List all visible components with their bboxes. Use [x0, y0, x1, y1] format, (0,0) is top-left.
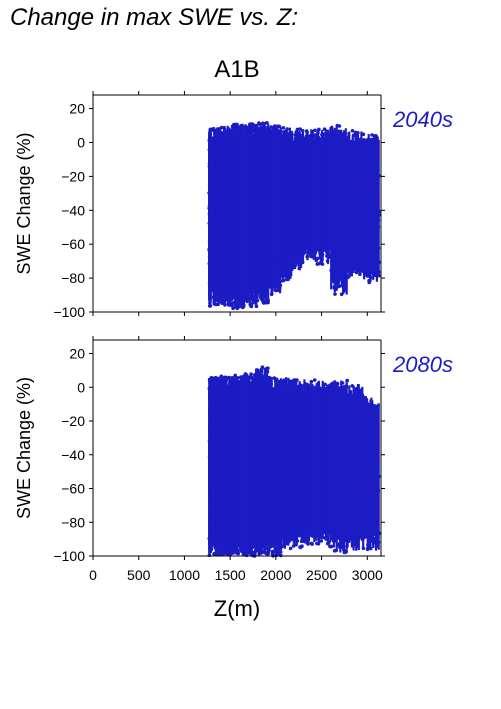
data-point — [254, 304, 259, 309]
data-point — [288, 546, 293, 551]
data-point — [281, 126, 286, 130]
data-point — [337, 129, 341, 134]
data-point — [234, 550, 239, 555]
data-point — [350, 129, 355, 133]
y-tick-label: −20 — [61, 168, 85, 184]
y-tick-label: −40 — [61, 202, 85, 218]
scatter-points — [207, 121, 381, 311]
data-point — [298, 127, 302, 131]
data-point — [231, 306, 235, 311]
data-point — [313, 128, 317, 133]
data-point — [216, 302, 220, 307]
data-point — [295, 127, 300, 132]
period-label: 2040s — [392, 107, 453, 132]
data-point — [320, 262, 325, 266]
data-point — [258, 122, 262, 127]
page-title: Change in max SWE vs. Z: — [10, 4, 299, 31]
data-point — [270, 552, 275, 556]
y-tick-label: −100 — [53, 304, 85, 320]
y-axis-title: SWE Change (%) — [14, 132, 34, 274]
data-point — [249, 372, 253, 377]
panel-2080s: 200−20−40−60−80−1000 500 1000 1500 2000 2500 3… — [14, 336, 453, 621]
y-tick-label: −80 — [61, 270, 85, 286]
data-point — [236, 303, 240, 308]
y-tick-label: 20 — [69, 101, 85, 117]
y-tick-label: −60 — [61, 236, 85, 252]
data-point — [337, 124, 342, 128]
scenario-title: A1B — [214, 56, 260, 83]
data-point — [267, 285, 272, 289]
data-point — [277, 124, 282, 129]
data-point — [261, 121, 265, 126]
scatter-points — [207, 365, 381, 558]
data-point — [219, 125, 224, 130]
y-tick-label: 0 — [77, 134, 85, 150]
data-point — [285, 127, 289, 131]
data-point — [264, 367, 269, 371]
data-point — [315, 256, 320, 261]
panel-2040s: 20 0 −20 −40 −60 −80 −100 SWE Change (%) 2040s — [14, 91, 453, 320]
data-point — [315, 262, 320, 266]
data-point — [290, 267, 294, 272]
data-point — [333, 292, 337, 296]
data-point — [212, 552, 216, 556]
data-point — [361, 132, 366, 137]
data-point — [260, 365, 265, 370]
